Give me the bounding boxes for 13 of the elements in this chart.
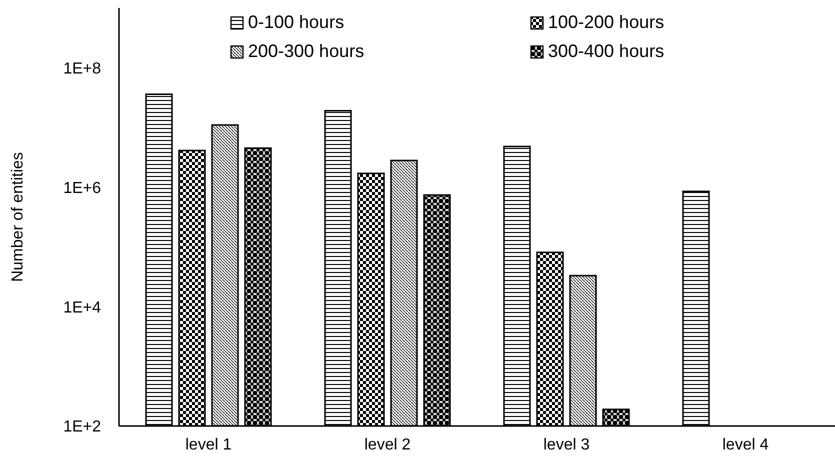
y-axis-title: Number of entities [10,152,27,282]
x-tick-label: level 4 [722,436,769,454]
y-tick-label: 1E+2 [63,418,102,436]
y-tick-label: 1E+6 [63,180,102,197]
legend-label: 200-300 hours [248,41,364,62]
x-tick-label: level 1 [185,436,232,454]
x-tick-label: level 3 [543,436,590,454]
legend-label: 300-400 hours [548,41,664,62]
x-tick-label: level 2 [364,436,411,454]
legend-label: 100-200 hours [548,12,664,33]
y-tick-label: 1E+8 [63,60,102,78]
y-tick-label: 1E+4 [63,299,102,316]
legend-label: 0-100 hours [248,12,344,33]
